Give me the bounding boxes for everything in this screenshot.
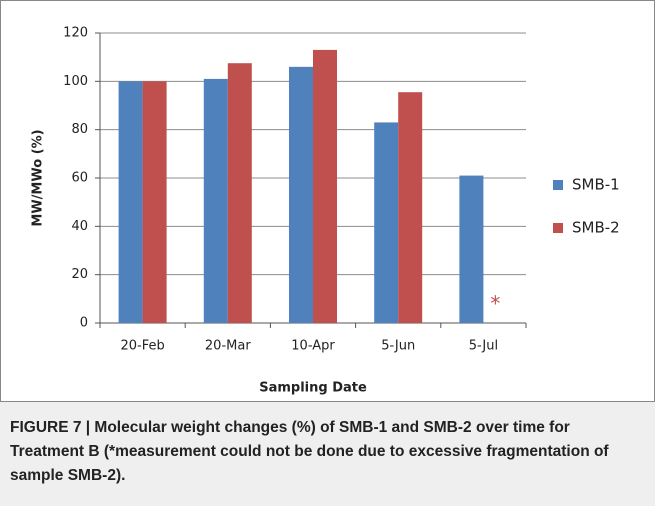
bar [289,66,313,323]
x-tick-label: 20-Mar [205,339,251,354]
x-tick-label: 10-Apr [291,339,335,354]
bar [227,63,252,323]
y-tick-label: 80 [71,122,88,137]
bar [203,78,228,324]
x-tick-label: 5-Jul [469,339,498,354]
y-tick-label: 0 [80,316,88,331]
y-tick-label: 20 [71,267,88,282]
chart: MW/MWo (%) Sampling Date 0 20 40 60 80 100 120… [0,0,655,402]
y-tick-label: 120 [63,26,88,41]
legend-swatch [553,223,563,233]
bar [313,49,337,324]
y-tick-label: 100 [63,74,88,89]
x-tick-label: 5-Jun [381,339,415,354]
bar [142,81,167,323]
y-axis-label: MW/MWo (%) [31,129,46,226]
y-tick-label: 40 [71,219,88,234]
bar [374,122,399,324]
bar [459,175,484,323]
bar [118,81,143,323]
bar [398,92,423,323]
legend-swatch [553,180,563,190]
legend-label: SMB-1 [572,176,620,194]
annotation: * [490,292,500,316]
caption: FIGURE 7 | Molecular weight changes (%) … [0,402,655,506]
y-tick-label: 60 [71,171,88,186]
x-axis-label: Sampling Date [259,381,367,396]
x-tick-label: 20-Feb [120,339,164,354]
legend-label: SMB-2 [572,219,620,237]
